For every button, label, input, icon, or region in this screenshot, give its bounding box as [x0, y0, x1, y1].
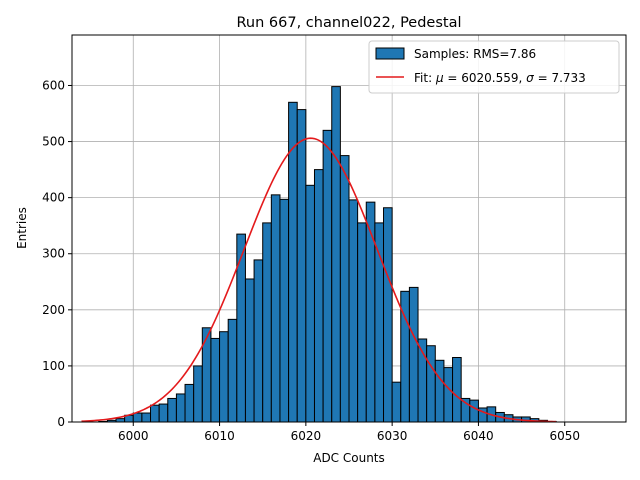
histogram-bar [141, 412, 152, 423]
x-tick-label: 6010 [204, 429, 235, 443]
x-axis-label: ADC Counts [313, 451, 385, 465]
histogram-bar [115, 418, 126, 423]
histogram-bar [434, 359, 445, 423]
histogram-bar [408, 286, 419, 423]
histogram-bar [193, 365, 203, 423]
histogram-bar [132, 412, 143, 423]
histogram-bar [201, 327, 212, 423]
y-tick-label: 300 [42, 247, 65, 261]
chart-title: Run 667, channel022, Pedestal [236, 15, 461, 31]
y-axis-label: Entries [15, 207, 29, 249]
histogram-bar [253, 259, 264, 423]
histogram-bars [98, 86, 557, 423]
legend-bar-swatch [375, 47, 405, 60]
y-tick-label: 600 [42, 78, 65, 92]
x-axis-ticks: 6000 6010 6020 6030 6040 6050 [118, 422, 580, 443]
gaussian-fit-curve [81, 137, 557, 423]
x-tick-label: 6020 [291, 429, 322, 443]
legend-samples-label: Samples: RMS=7.86 [414, 47, 536, 61]
x-tick-label: 6030 [377, 429, 408, 443]
histogram-bar [348, 199, 359, 423]
histogram-bar [365, 201, 376, 423]
histogram-bar [270, 194, 281, 423]
histogram-bar [296, 109, 307, 423]
histogram-bar [288, 101, 298, 423]
histogram-bar [158, 403, 169, 423]
legend-fit-label: Fit: μ = 6020.559, σ = 7.733 [414, 71, 586, 85]
y-tick-label: 200 [42, 303, 65, 317]
x-tick-label: 6050 [549, 429, 580, 443]
histogram-bar [452, 357, 462, 423]
y-tick-label: 400 [42, 191, 65, 205]
histogram-bar [357, 222, 367, 423]
histogram-bar [227, 318, 238, 423]
histogram-bar [322, 129, 333, 423]
histogram-bar [236, 233, 246, 423]
histogram-bar [339, 155, 350, 423]
legend: Samples: RMS=7.86 Fit: μ = 6020.559, σ =… [368, 40, 620, 94]
axes-frame [71, 34, 627, 423]
histogram-bar [305, 184, 315, 423]
y-tick-label: 0 [57, 415, 65, 429]
histogram-bar [313, 169, 324, 423]
histogram-bar [167, 397, 177, 423]
histogram-bar [391, 381, 402, 423]
histogram-bar [184, 383, 195, 423]
histogram-bar [244, 278, 255, 423]
legend-box [368, 40, 620, 94]
histogram-bar [175, 393, 186, 423]
histogram-bar [443, 367, 454, 423]
y-axis-ticks: 0 100 200 300 400 500 600 [42, 78, 72, 429]
histogram-bar [210, 337, 221, 423]
histogram-bar [426, 345, 436, 423]
histogram-bar [469, 399, 479, 423]
histogram-bar [383, 207, 393, 423]
y-tick-label: 100 [42, 359, 65, 373]
histogram-bar [262, 222, 272, 423]
x-tick-label: 6000 [118, 429, 149, 443]
histogram-bar [150, 404, 160, 423]
y-tick-label: 500 [42, 135, 65, 149]
histogram-bar [219, 331, 229, 423]
histogram-bar [279, 198, 290, 423]
histogram-bar [331, 86, 341, 423]
x-tick-label: 6040 [463, 429, 494, 443]
